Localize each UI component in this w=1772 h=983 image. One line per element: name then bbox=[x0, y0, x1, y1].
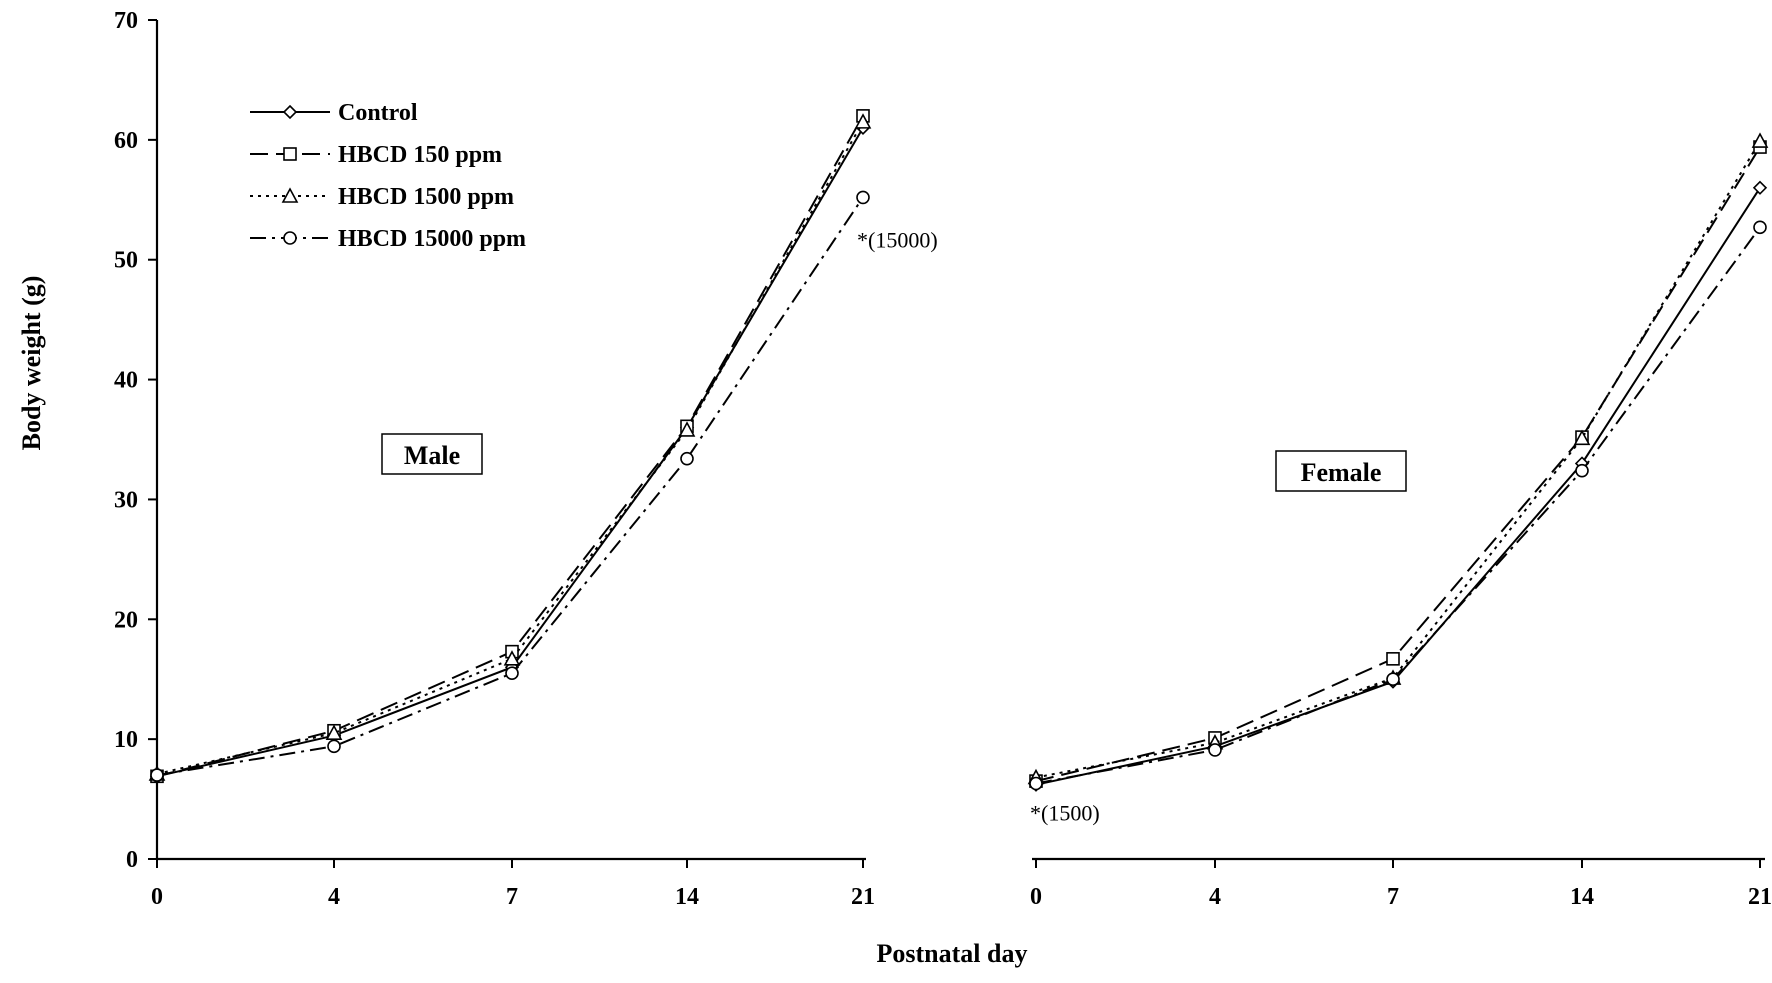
legend-label: Control bbox=[338, 100, 418, 126]
female-x-tick-label: 21 bbox=[1748, 884, 1772, 910]
male-x-tick-label: 4 bbox=[328, 884, 340, 910]
male-series-hbcd-1500-ppm bbox=[156, 121, 864, 775]
legend: Control HBCD 150 ppm HBCD 1500 ppm HBCD 150… bbox=[250, 100, 526, 252]
female-panel-label-box bbox=[1275, 450, 1407, 492]
legend-marker bbox=[283, 147, 297, 161]
male-x-tick-label: 21 bbox=[851, 884, 875, 910]
y-tick-label: 10 bbox=[114, 727, 138, 753]
female-panel-label: Female bbox=[1275, 450, 1407, 492]
female-point-control bbox=[1752, 180, 1768, 195]
panel-male: Male *(15000) bbox=[148, 109, 938, 784]
legend-item-hbcd-150-ppm: HBCD 150 ppm bbox=[250, 142, 502, 168]
female-x-tick-label: 14 bbox=[1570, 884, 1594, 910]
x-axis-male: 0 4 7 14 21 bbox=[151, 857, 875, 910]
male-panel-label: Male bbox=[381, 433, 483, 475]
male-point-hbcd-1500-ppm bbox=[854, 113, 872, 129]
x-axis-title: Postnatal day bbox=[877, 939, 1028, 968]
legend-marker bbox=[281, 187, 299, 203]
male-point-hbcd-15000-ppm bbox=[856, 190, 870, 205]
legend-label: HBCD 15000 ppm bbox=[338, 226, 526, 252]
y-tick-label: 60 bbox=[114, 128, 138, 154]
male-panel-label-text: Male bbox=[404, 441, 460, 470]
male-point-hbcd-1500-ppm bbox=[325, 724, 343, 740]
female-point-hbcd-1500-ppm bbox=[1573, 429, 1591, 446]
male-series-hbcd-15000-ppm bbox=[156, 196, 864, 777]
female-panel-label-text: Female bbox=[1301, 458, 1382, 487]
y-tick-label: 20 bbox=[114, 607, 138, 633]
female-series-hbcd-15000-ppm bbox=[1035, 226, 1761, 785]
legend-marker bbox=[282, 104, 298, 120]
female-x-tick-label: 0 bbox=[1030, 884, 1042, 910]
legend-item-control: Control bbox=[250, 100, 418, 126]
y-axis-title: Body weight (g) bbox=[17, 276, 46, 451]
male-x-tick-label: 7 bbox=[506, 884, 518, 910]
female-point-hbcd-15000-ppm bbox=[1386, 672, 1400, 687]
male-point-hbcd-1500-ppm bbox=[503, 650, 521, 666]
y-tick-label: 30 bbox=[114, 487, 138, 513]
female-x-tick-label: 7 bbox=[1387, 884, 1399, 910]
female-point-hbcd-15000-ppm bbox=[1753, 220, 1767, 235]
female-point-hbcd-15000-ppm bbox=[1208, 743, 1222, 757]
male-point-hbcd-1500-ppm bbox=[678, 421, 696, 437]
female-series-control bbox=[1035, 187, 1761, 786]
legend-label: HBCD 150 ppm bbox=[338, 142, 502, 168]
legend-item-hbcd-1500-ppm: HBCD 1500 ppm bbox=[250, 184, 514, 210]
y-axis: 0 10 20 30 40 50 60 70 bbox=[114, 8, 159, 873]
y-tick-label: 50 bbox=[114, 248, 138, 274]
male-x-tick-label: 0 bbox=[151, 884, 163, 910]
male-point-hbcd-15000-ppm bbox=[505, 666, 519, 681]
male-point-hbcd-15000-ppm bbox=[327, 739, 341, 754]
male-x-tick-label: 14 bbox=[675, 884, 699, 910]
female-point-hbcd-15000-ppm bbox=[1029, 776, 1043, 791]
panel-female: Female *(1500) bbox=[1027, 132, 1769, 826]
male-annotation: *(15000) bbox=[857, 228, 938, 253]
female-point-hbcd-1500-ppm bbox=[1751, 132, 1769, 148]
female-point-hbcd-150-ppm bbox=[1386, 652, 1400, 666]
legend-marker bbox=[283, 231, 297, 245]
female-series-hbcd-150-ppm bbox=[1035, 146, 1761, 783]
x-axis-female: 0 4 7 14 21 bbox=[1030, 857, 1772, 910]
male-point-hbcd-15000-ppm bbox=[680, 451, 694, 466]
female-series-hbcd-1500-ppm bbox=[1035, 140, 1761, 779]
female-x-tick-label: 4 bbox=[1209, 884, 1221, 910]
y-tick-label: 70 bbox=[114, 8, 138, 34]
female-annotation: *(1500) bbox=[1030, 801, 1100, 826]
legend-item-hbcd-15000-ppm: HBCD 15000 ppm bbox=[250, 226, 526, 252]
y-tick-label: 0 bbox=[126, 847, 138, 873]
female-point-hbcd-15000-ppm bbox=[1575, 463, 1589, 478]
male-point-hbcd-15000-ppm bbox=[150, 768, 164, 782]
legend-label: HBCD 1500 ppm bbox=[338, 184, 514, 210]
y-tick-label: 40 bbox=[114, 368, 138, 394]
male-panel-label-box bbox=[381, 433, 483, 475]
